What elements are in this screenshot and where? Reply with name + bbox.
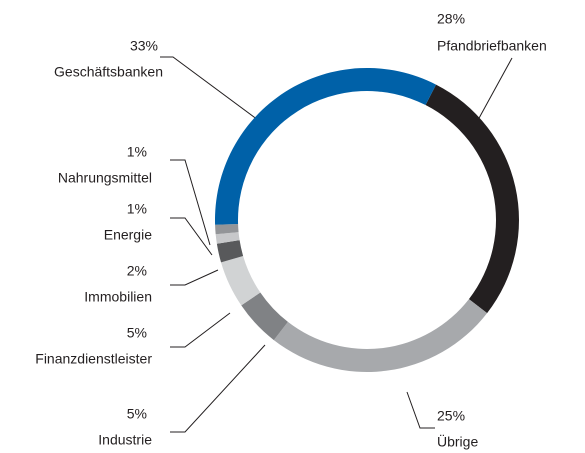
donut-segment xyxy=(215,224,239,235)
leader-line xyxy=(160,56,259,121)
leader-line xyxy=(170,312,231,348)
value-label: 28% xyxy=(437,11,465,27)
category-label: Energie xyxy=(104,227,152,243)
value-label: 25% xyxy=(437,408,465,424)
value-label: 1% xyxy=(127,201,147,217)
donut-segment xyxy=(221,255,261,306)
category-label: Nahrungsmittel xyxy=(58,170,152,186)
category-label: Pfandbriefbanken xyxy=(437,38,547,54)
leader-line xyxy=(170,269,219,286)
donut-segment xyxy=(241,292,288,341)
category-label: Finanzdienstleister xyxy=(35,351,152,367)
value-label: 5% xyxy=(127,325,147,341)
category-label: Übrige xyxy=(437,433,478,450)
value-label: 5% xyxy=(127,406,147,422)
donut-segment xyxy=(273,299,488,373)
donut-segment xyxy=(215,67,437,225)
value-label: 33% xyxy=(130,38,158,54)
donut-segment xyxy=(216,240,244,263)
donut-segment xyxy=(425,84,519,314)
category-label: Geschäftsbanken xyxy=(54,64,163,80)
value-label: 2% xyxy=(127,263,147,279)
leader-line xyxy=(170,217,213,256)
leader-line xyxy=(406,391,435,429)
category-label: Immobilien xyxy=(84,289,152,305)
leader-line xyxy=(477,57,513,121)
leader-line xyxy=(170,344,266,433)
value-label: 1% xyxy=(127,144,147,160)
category-label: Industrie xyxy=(98,432,152,448)
donut-segment xyxy=(215,232,240,244)
leader-line xyxy=(170,159,211,246)
